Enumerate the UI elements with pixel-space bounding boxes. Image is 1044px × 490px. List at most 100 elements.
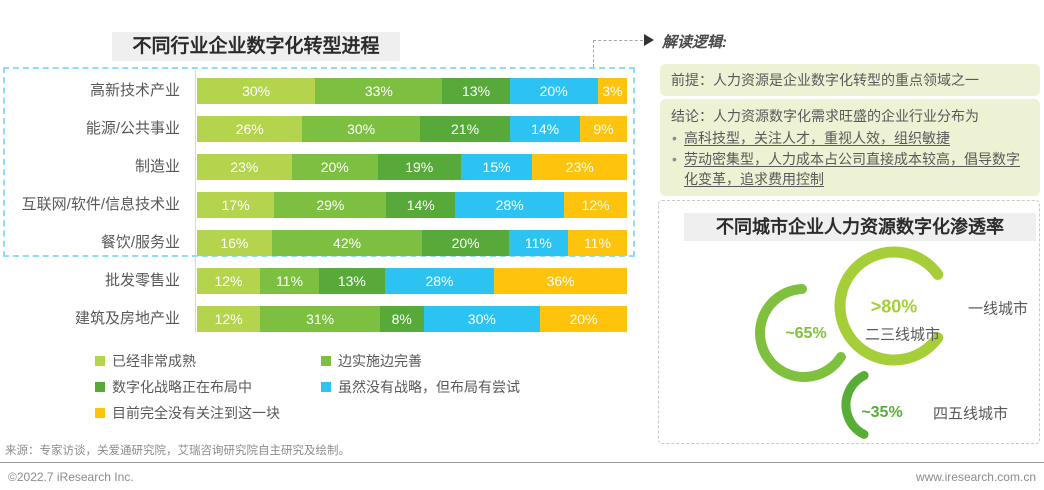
city-penetration-panel: 不同城市企业人力资源数字化渗透率 >80% 一线城市 ~65% 二三线城市 ~35% 四五… [658,200,1040,444]
city-label: 四五线城市 [933,405,1009,423]
bar-segment-value: 42% [333,235,362,251]
bar-segment-value: 33% [364,83,393,99]
legend-item: 边实施边完善 [321,352,520,369]
industry-legend: 已经非常成熟 边实施边完善数字化战略正在布局中 虽然没有战略，但布局有尝试目前完全没… [95,352,520,421]
industry-category-label: 批发零售业 [104,272,180,289]
legend-item: 目前完全没有关注到这一块 [95,404,321,421]
bar-segment-value: 20% [320,159,349,175]
bar-segment-value: 12% [214,311,243,327]
legend-item: 已经非常成熟 [95,352,321,369]
bar-segment: 30% [423,306,541,332]
bar-segment: 30% [302,116,420,142]
conclusion-callout: 结论：人力资源数字化需求旺盛的企业行业分布为 高科技型，关注人才，重视人效，组织… [660,99,1040,197]
industry-category-label: 建筑及房地产业 [74,310,180,327]
industry-category-label: 能源/公共事业 [85,120,180,137]
bar-segment: 8% [379,306,424,332]
industry-bar-row: 能源/公共事业 26% 30% 21% 14% 9% [0,116,627,142]
industry-bar-row: 高新技术产业 30% 33% 13% 20% 3% [0,78,627,104]
highlight-dashed-box [3,67,635,257]
stacked-bar: 30% 33% 13% 20% 3% [197,78,627,104]
bar-segment: 23% [197,154,292,180]
legend-swatch-icon [95,381,105,392]
bar-segment: 19% [377,154,461,180]
bar-segment-value: 21% [451,121,480,137]
bar-segment: 29% [274,192,387,218]
bar-segment-value: 14% [531,121,560,137]
connector-line-vertical [593,40,594,67]
bar-segment: 17% [197,192,275,218]
bar-segment-value: 14% [406,197,435,213]
bar-segment-value: 15% [482,159,511,175]
stacked-bar: 12% 31% 8% 30% 20% [197,306,627,332]
industry-category-label: 高新技术产业 [89,82,180,99]
bar-segment: 12% [197,268,260,294]
bar-segment-value: 20% [569,311,598,327]
arrow-right-icon [644,34,654,46]
bar-segment-value: 9% [593,121,614,137]
conclusion-title: 结论：人力资源数字化需求旺盛的企业行业分布为 [671,108,979,124]
bar-segment: 13% [442,78,510,104]
bar-segment: 21% [419,116,511,142]
footer-website: www.iresearch.com.cn [915,470,1036,484]
bar-segment-value: 11% [524,235,552,251]
bar-segment-value: 28% [425,273,454,289]
bar-segment: 33% [315,78,443,104]
city-chart-title: 不同城市企业人力资源数字化渗透率 [684,213,1036,241]
legend-label: 数字化战略正在布局中 [112,378,252,395]
source-note: 来源：专家访谈，关爱通研究院，艾瑞咨询研究院自主研究及绘制。 [5,445,350,457]
bar-segment-value: 30% [242,83,271,99]
penetration-ring [834,246,954,366]
conclusion-bullet-list: 高科技型，关注人才，重视人效，组织敏捷 劳动密集型，人力成本占公司直接成本较高，… [671,128,1029,189]
industry-chart-rows: 高新技术产业 30% 33% 13% 20% 3% 能源/公共事业 26% 30% 21% 14% 9… [0,78,628,344]
bar-segment-value: 29% [316,197,345,213]
stacked-bar: 17% 29% 14% 28% 12% [197,192,628,218]
conclusion-bullet: 高科技型，关注人才，重视人效，组织敏捷 [671,128,1029,149]
bar-segment-value: 20% [539,83,568,99]
penetration-value: ~65% [785,325,827,342]
stacked-bar: 23% 20% 19% 15% 23% [197,154,628,180]
bar-segment: 14% [386,192,456,218]
industry-category-label: 制造业 [134,158,180,175]
bar-segment: 23% [532,154,628,180]
bar-segment: 13% [318,268,385,294]
bar-segment-value: 36% [546,273,575,289]
industry-bar-row: 建筑及房地产业 12% 31% 8% 30% 20% [0,306,627,332]
connector-line-horizontal [593,40,643,41]
bar-segment: 11% [567,230,627,256]
bar-segment: 12% [564,192,628,218]
bar-segment: 36% [494,268,627,294]
bar-segment-value: 11% [583,235,611,251]
bar-segment-value: 12% [581,197,610,213]
legend-swatch-icon [321,381,331,392]
bar-segment: 9% [579,116,627,142]
bar-segment: 26% [197,116,303,142]
industry-bar-row: 制造业 23% 20% 19% 15% 23% [0,154,628,180]
bar-segment-value: 16% [220,235,249,251]
stacked-bar: 16% 42% 20% 11% 11% [197,230,627,256]
city-rings-svg [755,246,954,443]
legend-label: 虽然没有战略，但布局有尝试 [338,378,520,395]
bar-segment-value: 19% [405,159,434,175]
bar-segment: 15% [460,154,533,180]
bar-segment: 20% [509,78,598,104]
bar-segment-value: 28% [495,197,524,213]
bar-segment-value: 13% [462,83,491,99]
industry-chart-title: 不同行业企业数字化转型进程 [112,32,400,61]
legend-swatch-icon [321,355,331,366]
bar-segment-value: 13% [337,273,366,289]
legend-label: 目前完全没有关注到这一块 [112,404,280,421]
bar-segment: 20% [291,154,378,180]
bar-segment: 31% [260,306,380,332]
bar-segment: 16% [197,230,272,256]
industry-bar-row: 批发零售业 12% 11% 13% 28% 36% [0,268,627,294]
bar-segment: 20% [540,306,627,332]
city-label: 一线城市 [968,300,1029,318]
bar-segment-value: 12% [214,273,243,289]
legend-label: 已经非常成熟 [112,352,196,369]
city-label: 二三线城市 [864,326,940,344]
bar-segment: 3% [597,78,627,104]
bar-segment-value: 8% [391,311,412,327]
bar-segment: 28% [384,268,495,294]
bar-segment: 11% [508,230,568,256]
bar-segment-value: 31% [306,311,335,327]
